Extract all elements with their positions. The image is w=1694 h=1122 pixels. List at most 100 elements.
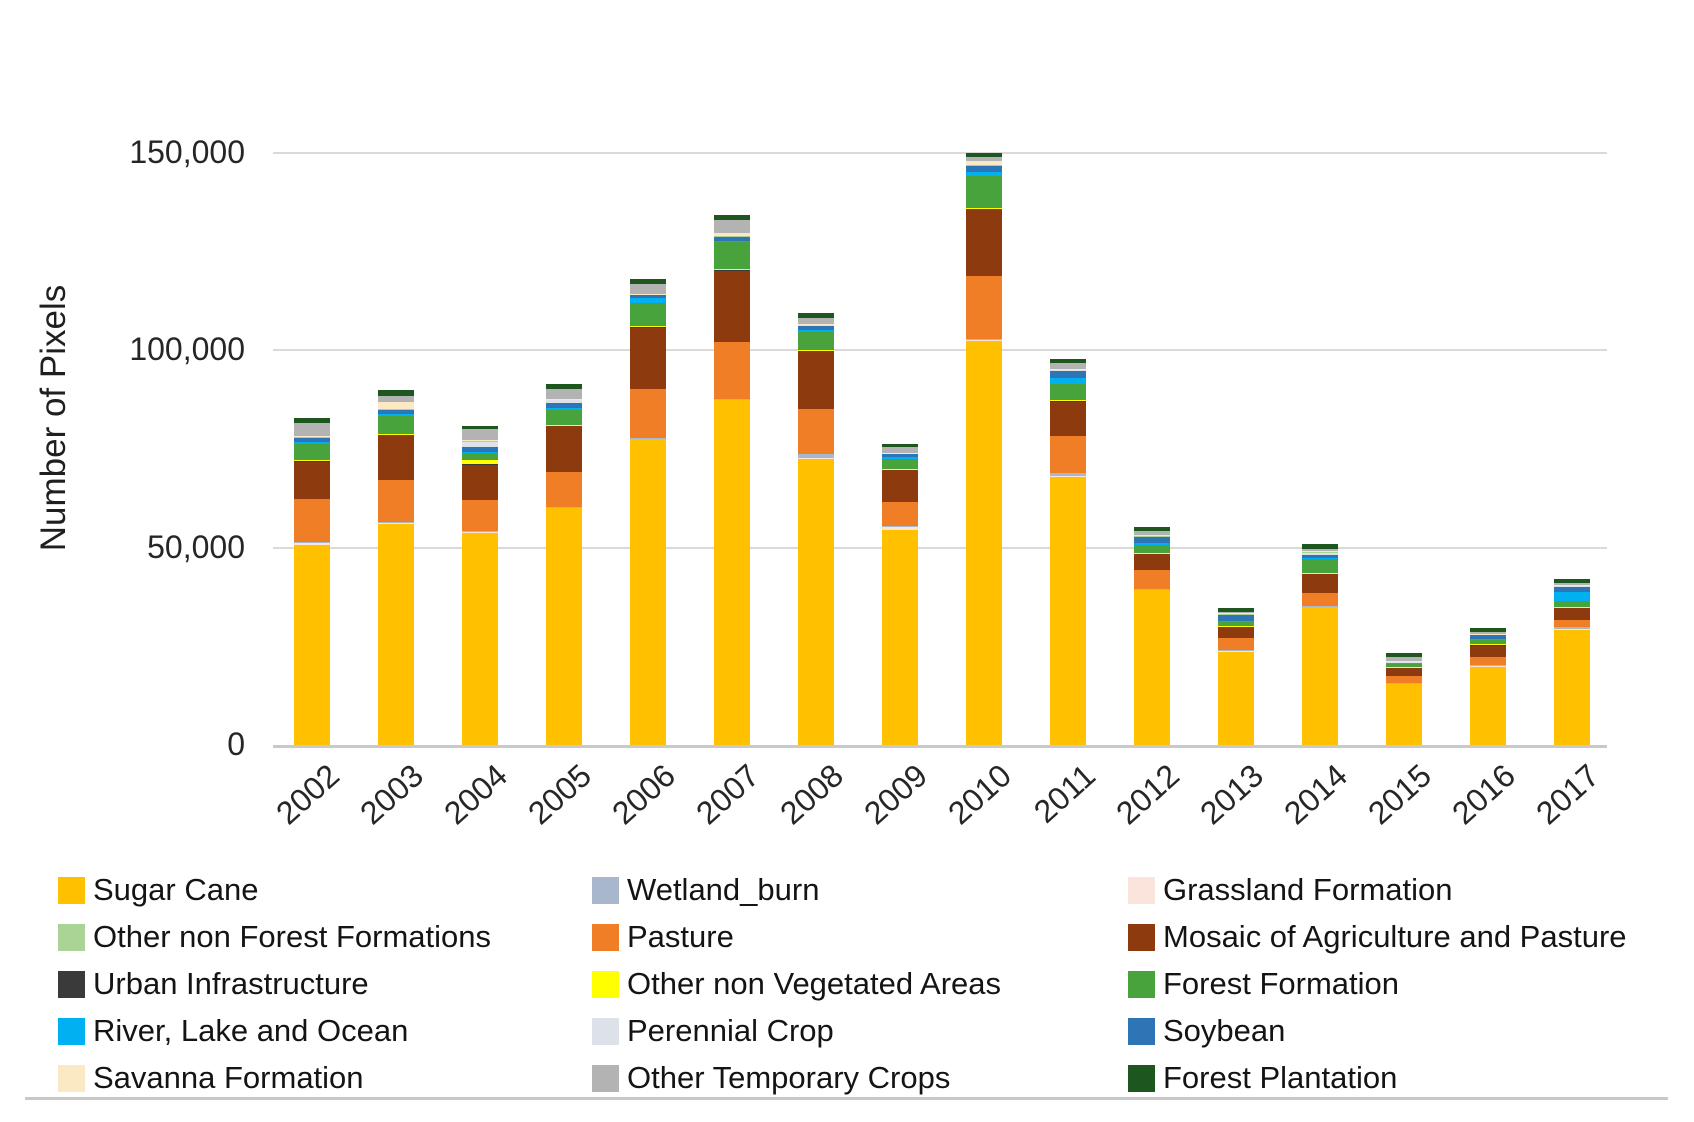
y-tick-label: 0 — [227, 726, 245, 762]
bar-segment — [1470, 639, 1506, 641]
bar-segment — [1134, 531, 1170, 536]
legend-label: Forest Plantation — [1163, 1060, 1398, 1095]
bar-segment — [1050, 475, 1086, 477]
bar-segment — [546, 384, 582, 390]
bar-segment — [882, 458, 918, 469]
bar-segment — [1386, 667, 1422, 677]
legend-item: Other Temporary Crops — [592, 1057, 950, 1099]
bar-segment — [798, 331, 834, 351]
bar-segment — [1302, 606, 1338, 745]
legend-label: Other non Vegetated Areas — [627, 966, 1001, 1001]
bar-segment — [546, 408, 582, 410]
bar-segment — [630, 294, 666, 298]
legend-item: Mosaic of Agriculture and Pasture — [1128, 916, 1627, 958]
bar-segment — [1554, 592, 1590, 601]
legend-item: Pasture — [592, 916, 734, 958]
bar-segment — [294, 542, 330, 545]
legend-item: Other non Vegetated Areas — [592, 963, 1001, 1005]
bar-segment — [294, 544, 330, 745]
legend-label: Other non Forest Formations — [93, 919, 491, 954]
bar-segment — [1050, 436, 1086, 473]
bar-segment — [294, 442, 330, 444]
bar-segment — [798, 409, 834, 455]
bar-segment — [1302, 592, 1338, 606]
bar-segment — [1050, 400, 1086, 437]
bar-segment — [378, 524, 414, 745]
legend-item: Wetland_burn — [592, 869, 819, 911]
y-tick-label: 50,000 — [147, 528, 245, 565]
bar-segment — [966, 275, 1002, 340]
bar-segment — [966, 153, 1002, 158]
bar-segment — [378, 434, 414, 480]
legend-swatch-icon — [58, 923, 85, 951]
legend-swatch-icon — [592, 923, 619, 951]
legend-swatch-icon — [1128, 1017, 1155, 1045]
bar-segment — [630, 283, 666, 294]
bar-segment — [1134, 544, 1170, 554]
bar-segment — [630, 438, 666, 440]
y-tick-label: 100,000 — [129, 331, 245, 368]
bar-segment — [1050, 370, 1086, 379]
bar-segment — [966, 171, 1002, 177]
bar-segment — [1386, 683, 1422, 745]
legend-swatch-icon — [1128, 1064, 1155, 1092]
legend-swatch-icon — [592, 970, 619, 998]
bar-segment — [714, 242, 750, 270]
legend-label: Soybean — [1163, 1013, 1286, 1048]
bar-segment — [462, 499, 498, 532]
bar-segment — [1134, 543, 1170, 545]
bar-segment — [1470, 656, 1506, 666]
bar-segment — [882, 501, 918, 527]
legend-item: Soybean — [1128, 1010, 1285, 1052]
bar-segment — [966, 208, 1002, 276]
bar-segment — [378, 395, 414, 403]
bar-segment — [294, 499, 330, 543]
bar-segment — [1554, 607, 1590, 620]
bar-segment — [714, 269, 750, 342]
bar-segment — [462, 532, 498, 745]
bar-segment — [966, 157, 1002, 162]
legend-swatch-icon — [1128, 923, 1155, 951]
bar-segment — [1302, 544, 1338, 549]
plot-area — [273, 120, 1607, 748]
bar-segment — [714, 240, 750, 243]
bar-segment — [1470, 665, 1506, 667]
legend-label: Wetland_burn — [627, 872, 820, 907]
bar-segment — [798, 325, 834, 331]
bar-segment — [882, 453, 918, 457]
bar-segment — [1218, 638, 1254, 651]
bar-segment — [1134, 527, 1170, 532]
bar-segment — [294, 443, 330, 461]
legend-label: Pasture — [627, 919, 734, 954]
legend-swatch-icon — [592, 876, 619, 904]
bar-segment — [882, 529, 918, 745]
legend-item: Other non Forest Formations — [58, 916, 491, 958]
y-tick-label: 150,000 — [129, 134, 245, 171]
bar-segment — [1134, 553, 1170, 571]
bar-segment — [462, 440, 498, 447]
bar-segment — [1554, 600, 1590, 607]
bar-segment — [798, 454, 834, 458]
bar-segment — [882, 456, 918, 459]
bar-segment — [1470, 640, 1506, 645]
bar-segment — [546, 425, 582, 473]
bar-segment — [1386, 656, 1422, 661]
bar-segment — [546, 508, 582, 745]
legend-label: Perennial Crop — [627, 1013, 834, 1048]
bar-segment — [1470, 666, 1506, 745]
bar-segment — [1386, 683, 1422, 684]
bar-segment — [1470, 634, 1506, 640]
bar-segment — [1134, 536, 1170, 544]
bar-segment — [462, 531, 498, 533]
bar-segment — [1554, 578, 1590, 583]
bar-segment — [714, 400, 750, 745]
bar-segment — [546, 389, 582, 400]
bar-segment — [1218, 607, 1254, 612]
legend-label: Mosaic of Agriculture and Pasture — [1163, 919, 1627, 954]
bar-segment — [462, 425, 498, 430]
legend-item: River, Lake and Ocean — [58, 1010, 408, 1052]
bar-segment — [1218, 651, 1254, 745]
legend-swatch-icon — [592, 1064, 619, 1092]
bar-segment — [1554, 585, 1590, 588]
